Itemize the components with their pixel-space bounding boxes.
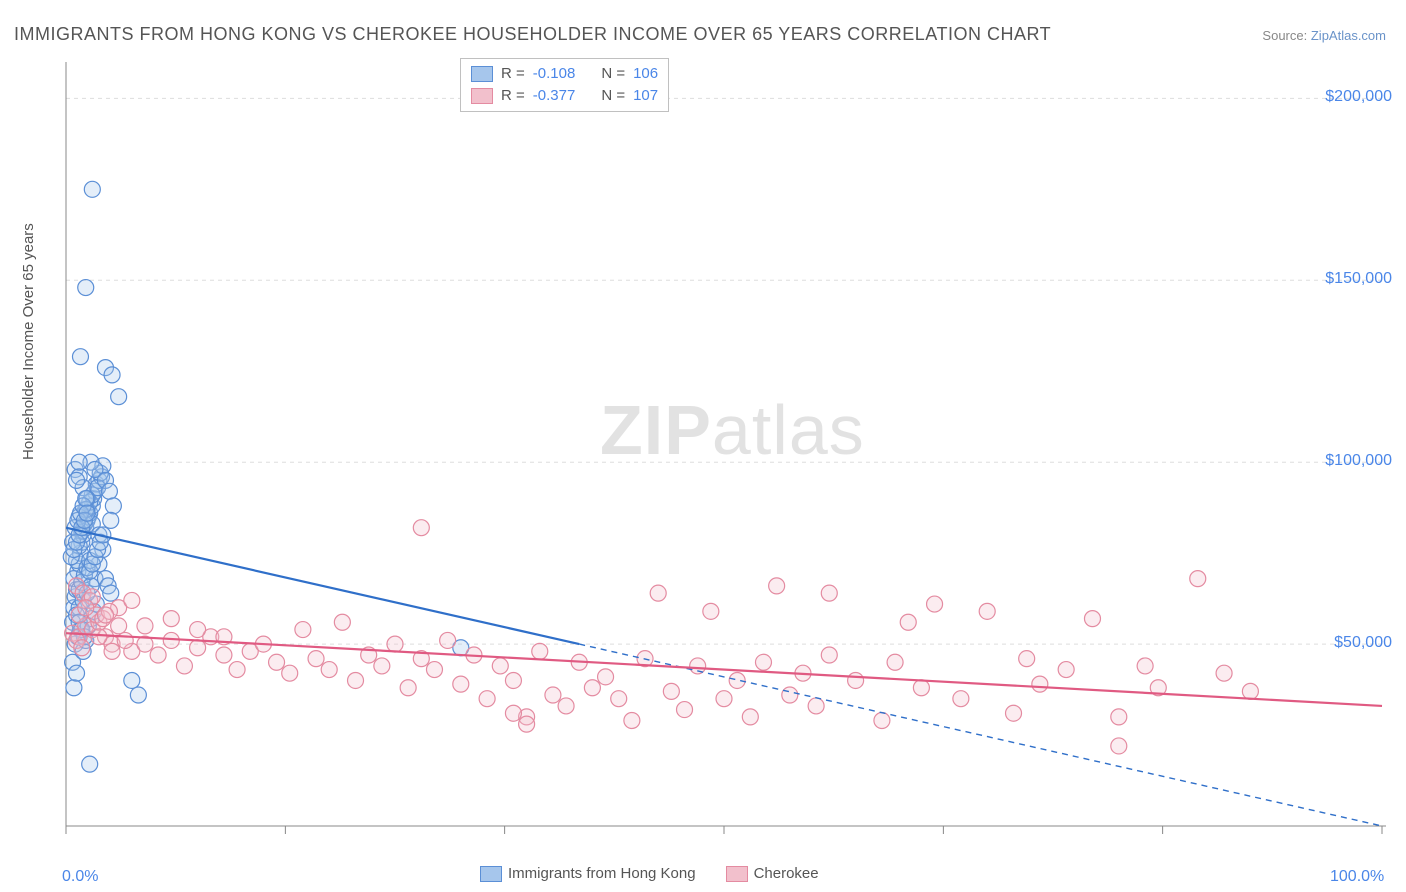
n-value: 106 <box>633 63 658 85</box>
n-value: 107 <box>633 85 658 107</box>
source-label: Source: <box>1262 28 1307 43</box>
y-tick-label: $150,000 <box>1325 270 1392 288</box>
x-tick-label: 100.0% <box>1330 868 1384 886</box>
source-value: ZipAtlas.com <box>1311 28 1386 43</box>
watermark-atlas: atlas <box>712 391 865 469</box>
y-axis-label: Householder Income Over 65 years <box>20 223 37 460</box>
watermark-zip: ZIP <box>600 391 712 469</box>
r-value: -0.108 <box>533 63 576 85</box>
y-tick-label: $200,000 <box>1325 88 1392 106</box>
legend-label: Cherokee <box>754 865 819 882</box>
legend-swatch <box>480 866 502 882</box>
correlation-legend-box: R = -0.108 N = 106 R = -0.377 N = 107 <box>460 58 669 112</box>
r-value: -0.377 <box>533 85 576 107</box>
r-label: R = <box>501 63 525 85</box>
legend-row: R = -0.108 N = 106 <box>471 63 658 85</box>
chart-title: IMMIGRANTS FROM HONG KONG VS CHEROKEE HO… <box>14 24 1051 45</box>
watermark: ZIPatlas <box>600 390 865 470</box>
legend-row: R = -0.377 N = 107 <box>471 85 658 107</box>
r-label: R = <box>501 85 525 107</box>
legend-swatch <box>471 88 493 104</box>
y-tick-label: $100,000 <box>1325 452 1392 470</box>
n-label: N = <box>601 85 625 107</box>
y-tick-label: $50,000 <box>1334 634 1392 652</box>
series-legend: Immigrants from Hong Kong Cherokee <box>480 865 819 882</box>
legend-swatch <box>471 66 493 82</box>
source-attribution: Source: ZipAtlas.com <box>1262 28 1386 43</box>
legend-item: Cherokee <box>726 865 819 882</box>
legend-label: Immigrants from Hong Kong <box>508 865 696 882</box>
x-tick-label: 0.0% <box>62 868 98 886</box>
legend-swatch <box>726 866 748 882</box>
legend-item: Immigrants from Hong Kong <box>480 865 696 882</box>
n-label: N = <box>601 63 625 85</box>
